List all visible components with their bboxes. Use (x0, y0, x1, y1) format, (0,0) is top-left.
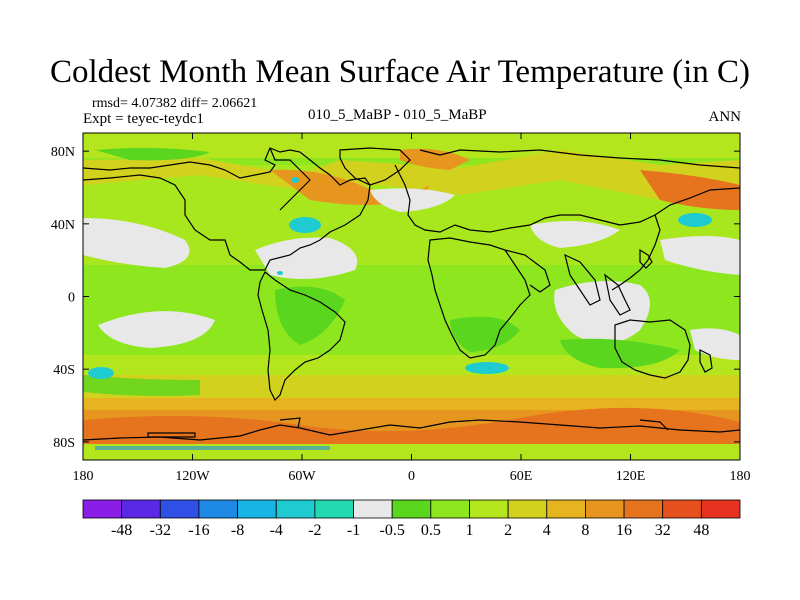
field-cool-patch-2 (275, 286, 345, 345)
field-cold-strip (95, 446, 330, 450)
colorbar-label: 2 (504, 522, 512, 539)
coastlines (83, 147, 740, 441)
colorbar-swatch (469, 499, 509, 519)
field-zero-region-3 (98, 311, 215, 348)
field-cold-spot-6 (277, 271, 283, 275)
field-zero-region-5 (530, 221, 620, 248)
lat-tick-label: 0 (68, 291, 75, 306)
field-cool-patch-4 (560, 338, 680, 369)
lat-tick-label: 40N (51, 218, 75, 233)
colorbar-label: -8 (231, 522, 244, 539)
colorbar-swatch (121, 499, 161, 519)
field-cold-spot-3 (465, 362, 509, 374)
colorbar-swatch (275, 499, 316, 519)
colorbar-label: 1 (465, 522, 473, 539)
lon-tick-label: 60E (510, 469, 533, 484)
colorbar-label: 8 (581, 522, 589, 539)
axis-ticks: 180 120W 60W 0 60E 120E 180 80N 40N 0 40S 80S (51, 133, 751, 484)
colorbar-swatch (198, 499, 238, 519)
colorbar-swatch (546, 499, 586, 519)
colorbar-swatch (700, 499, 741, 519)
field-cold-spot-4 (678, 213, 712, 227)
field-zero-region-4 (554, 281, 650, 344)
colorbar-swatch (662, 499, 702, 519)
colorbar-label: 0.5 (421, 522, 441, 539)
lon-tick-label: 180 (73, 469, 94, 484)
map-field (83, 133, 740, 460)
field-zero-region-6 (660, 236, 740, 275)
field-pacific-warm (640, 170, 740, 210)
colorbar-label: 16 (616, 522, 632, 539)
field-cool-patch-3 (450, 316, 520, 352)
colorbar-label: -2 (308, 522, 321, 539)
field-cool-patch-1 (95, 147, 210, 161)
colorbar-label: 4 (543, 522, 551, 539)
colorbar-swatch (623, 499, 664, 519)
field-zero-region-7 (370, 188, 455, 212)
colorbar-label: -4 (270, 522, 283, 539)
field-cold-spot-1 (289, 217, 321, 233)
run-comparison-label: 010_5_MaBP - 010_5_MaBP (308, 107, 487, 123)
colorbar-label: -16 (188, 522, 209, 539)
field-cool-patch-5 (83, 375, 200, 396)
field-zero-region-2 (255, 237, 358, 279)
colorbar-label: -0.5 (380, 522, 405, 539)
colorbar-label: 32 (655, 522, 671, 539)
colorbar-swatch (391, 499, 432, 519)
lat-tick-label: 80S (53, 436, 75, 451)
lon-tick-label: 60W (288, 469, 316, 484)
lon-tick-label: 180 (730, 469, 751, 484)
experiment-label: Expt = teyec-teydc1 (83, 111, 204, 127)
field-antarctic-warm (83, 407, 740, 448)
rmsd-diff-stats: rmsd= 4.07382 diff= 2.06621 (92, 96, 258, 111)
field-arctic-warm-1 (400, 148, 470, 170)
colorbar-swatch (314, 499, 354, 519)
lat-tick-label: 80N (51, 145, 75, 160)
lon-tick-label: 0 (408, 469, 415, 484)
lat-tick-label: 40S (53, 363, 75, 378)
colorbar-swatch (430, 499, 470, 519)
field-zero-region-1 (83, 218, 190, 268)
field-cold-spot-2 (88, 367, 114, 379)
colorbar-swatch (237, 499, 277, 519)
colorbar-label: -48 (111, 522, 132, 539)
colorbar-label: -32 (150, 522, 171, 539)
colorbar: -48 -32 -16 -8 -4 -2 -1 -0.5 0.5 1 2 4 8 16 32 48 (82, 499, 741, 539)
field-zero-region-8 (690, 328, 740, 360)
chart-title: Coldest Month Mean Surface Air Temperatu… (50, 54, 750, 90)
colorbar-swatch (159, 499, 200, 519)
lon-tick-label: 120W (175, 469, 210, 484)
colorbar-swatch (82, 499, 123, 519)
colorbar-label: -1 (347, 522, 360, 539)
field-arctic-yellow (83, 150, 740, 205)
colorbar-label: 48 (693, 522, 709, 539)
lon-tick-label: 120E (616, 469, 646, 484)
field-cold-spot-5 (291, 177, 299, 183)
colorbar-swatch (585, 499, 625, 519)
colorbar-swatch (507, 499, 548, 519)
colorbar-swatch (353, 499, 393, 519)
season-label: ANN (708, 109, 742, 125)
